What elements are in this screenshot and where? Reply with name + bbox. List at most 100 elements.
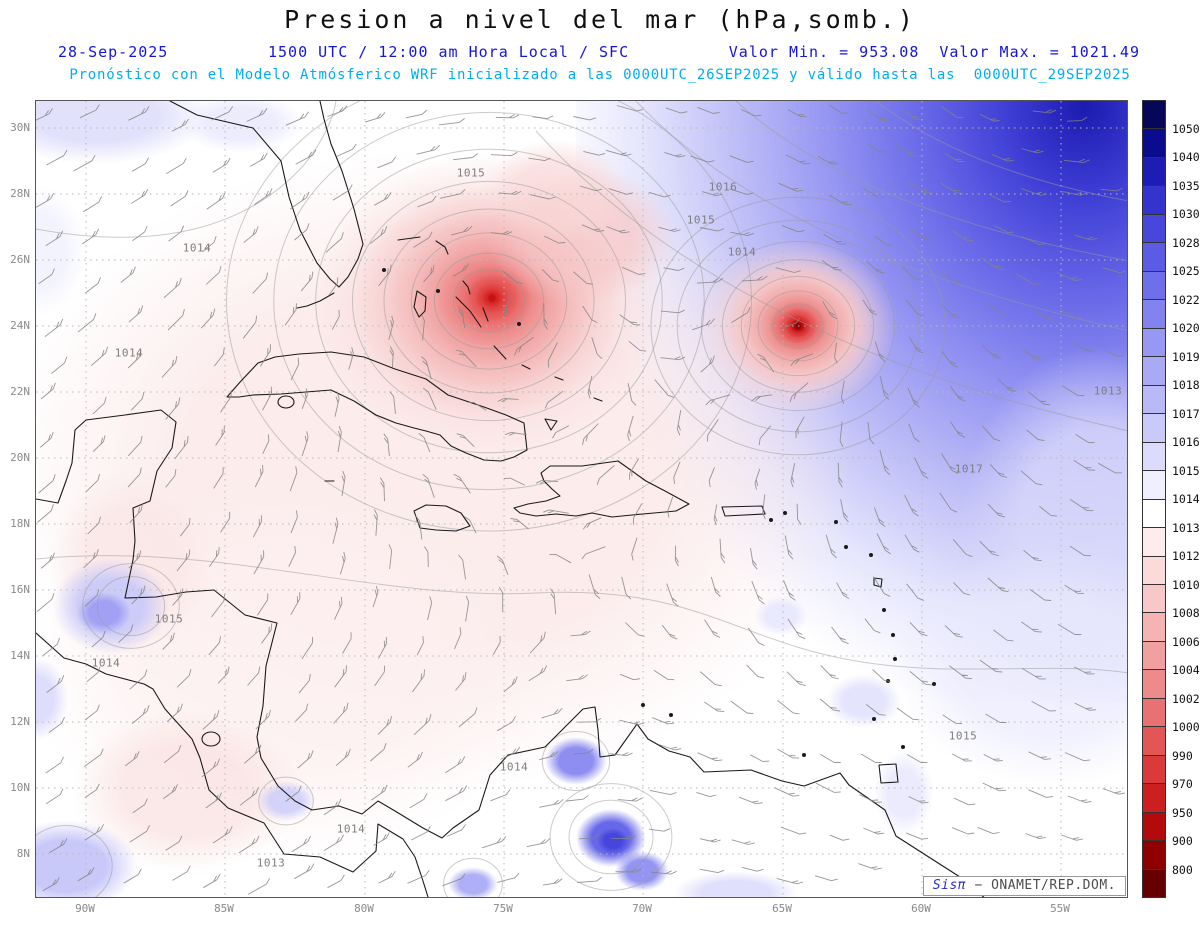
contour-label: 1013 xyxy=(1093,384,1123,398)
colorbar-swatch xyxy=(1143,499,1165,529)
colorbar-label: 1002 xyxy=(1172,691,1200,706)
colorbar-swatch xyxy=(1143,214,1165,244)
colorbar-label: 1025 xyxy=(1172,264,1200,278)
colorbar-swatch xyxy=(1143,869,1165,898)
isobar-line xyxy=(735,101,1127,262)
isobar-ring xyxy=(700,240,896,412)
colorbar-label: 1014 xyxy=(1172,492,1200,506)
grid-layer xyxy=(36,101,1127,897)
island-dot xyxy=(872,717,876,721)
island-dot xyxy=(517,322,521,326)
colorbar-swatch xyxy=(1143,841,1165,870)
colorbar-swatch xyxy=(1143,727,1165,756)
lat-label: 14N xyxy=(10,649,30,662)
isobar-ring xyxy=(568,799,654,875)
coastline xyxy=(413,504,471,532)
lat-label: 8N xyxy=(16,847,30,860)
contour-label: 1014 xyxy=(182,241,212,255)
island-dot xyxy=(893,657,897,661)
coastline xyxy=(521,364,531,370)
coastline xyxy=(413,290,427,318)
isobar-line xyxy=(535,130,1127,432)
coastline xyxy=(878,763,899,784)
colorbar-swatch xyxy=(1143,157,1165,187)
coastline xyxy=(554,376,564,381)
isobar-line xyxy=(635,101,1127,332)
colorbar-label: 1012 xyxy=(1172,549,1200,563)
isobar-ring xyxy=(352,180,626,422)
colorbar-label: 1015 xyxy=(1172,463,1200,478)
contour-label: 1015 xyxy=(154,612,184,626)
colorbar-label: 900 xyxy=(1172,834,1193,848)
lon-label: 65W xyxy=(772,902,792,915)
island-dot xyxy=(669,713,673,717)
island-dot xyxy=(882,608,886,612)
isobar-ring xyxy=(452,269,526,333)
island-dot xyxy=(802,753,806,757)
lat-label: 22N xyxy=(10,385,30,398)
isobar-ring xyxy=(36,825,113,897)
isobar-ring xyxy=(226,101,752,532)
coastline xyxy=(513,460,690,518)
colorbar-label: 1030 xyxy=(1172,207,1200,221)
colorbar-swatch xyxy=(1143,243,1165,272)
max-value-label: Valor Max. = 1021.49 xyxy=(939,43,1140,61)
colorbar-label: 1035 xyxy=(1172,178,1200,193)
contour-label: 1017 xyxy=(954,462,984,476)
colorbar-label: 1010 xyxy=(1172,577,1200,592)
contour-label: 1015 xyxy=(948,729,978,743)
coastline xyxy=(169,101,364,288)
lat-label: 30N xyxy=(10,121,30,134)
lon-label: 55W xyxy=(1050,902,1070,915)
minmax-group: Valor Min. = 953.08 Valor Max. = 1021.49 xyxy=(729,43,1140,61)
isobar-ring xyxy=(772,303,824,349)
lat-label: 24N xyxy=(10,319,30,332)
lon-label: 70W xyxy=(632,902,652,915)
colorbar-label: 1018 xyxy=(1172,378,1200,392)
colorbar-swatch xyxy=(1143,357,1165,386)
isobar-ring xyxy=(315,148,663,454)
colorbar-swatch xyxy=(1143,755,1165,785)
lat-label: 12N xyxy=(10,715,30,728)
colorbar-label: 1013 xyxy=(1172,520,1200,535)
contour-label: 1015 xyxy=(686,213,716,227)
coastline xyxy=(36,409,985,897)
coastline xyxy=(435,240,449,255)
island-dot xyxy=(834,520,838,524)
isobar-ring xyxy=(410,232,568,370)
lon-label: 60W xyxy=(911,902,931,915)
isobar-ring xyxy=(96,576,166,636)
lon-label: 75W xyxy=(493,902,513,915)
coastline xyxy=(36,632,429,897)
contour-label: 1016 xyxy=(708,180,738,194)
colorbar-label: 1050 xyxy=(1172,121,1200,136)
min-value-label: Valor Min. = 953.08 xyxy=(728,43,920,61)
island-dot xyxy=(641,703,645,707)
colorbar-swatch xyxy=(1143,129,1165,158)
coastline-layer xyxy=(36,101,985,897)
coastline xyxy=(721,505,766,517)
wind-barbs xyxy=(36,104,1127,895)
header-line: 28-Sep-2025 1500 UTC / 12:00 am Hora Loc… xyxy=(58,43,1140,61)
contour-label: 1014 xyxy=(499,760,529,774)
contour-label: 1015 xyxy=(456,166,486,180)
colorbar-swatch xyxy=(1143,556,1165,585)
island-dot xyxy=(436,289,440,293)
colorbar-swatch xyxy=(1143,670,1165,699)
lat-label: 26N xyxy=(10,253,30,266)
brand-separator: − xyxy=(974,878,983,893)
colorbar-swatch xyxy=(1143,328,1165,358)
colorbar-swatch xyxy=(1143,584,1165,614)
island-dot xyxy=(901,745,905,749)
map-title: Presion a nivel del mar (hPa,somb.) xyxy=(284,5,916,34)
isobar-ring xyxy=(650,196,946,456)
colorbar-swatch xyxy=(1143,186,1165,215)
wind-barb-layer xyxy=(36,104,1127,895)
isobar-ring xyxy=(541,731,611,791)
island-isle-of-youth xyxy=(277,395,295,409)
colorbar-swatch xyxy=(1143,784,1165,813)
lat-label: 16N xyxy=(10,583,30,596)
contour-label: 1014 xyxy=(336,822,366,836)
island-dot xyxy=(769,518,773,522)
isobar-ring xyxy=(721,259,875,393)
